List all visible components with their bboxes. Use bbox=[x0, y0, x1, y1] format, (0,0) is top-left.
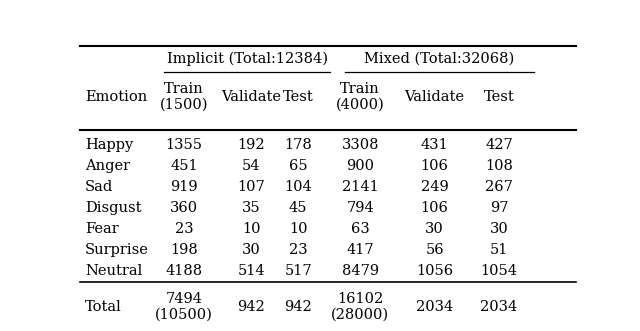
Text: Surprise: Surprise bbox=[85, 243, 149, 257]
Text: 35: 35 bbox=[242, 201, 260, 215]
Text: 942: 942 bbox=[237, 300, 265, 313]
Text: 45: 45 bbox=[289, 201, 307, 215]
Text: Disgust: Disgust bbox=[85, 201, 141, 215]
Text: 2141: 2141 bbox=[342, 180, 379, 194]
Text: 514: 514 bbox=[237, 264, 265, 278]
Text: 900: 900 bbox=[346, 160, 374, 173]
Text: Test: Test bbox=[484, 90, 515, 104]
Text: 108: 108 bbox=[485, 160, 513, 173]
Text: 30: 30 bbox=[490, 222, 509, 236]
Text: 7494
(10500): 7494 (10500) bbox=[156, 292, 213, 321]
Text: Train
(1500): Train (1500) bbox=[160, 82, 209, 112]
Text: 2034: 2034 bbox=[416, 300, 453, 313]
Text: Anger: Anger bbox=[85, 160, 130, 173]
Text: Emotion: Emotion bbox=[85, 90, 147, 104]
Text: 10: 10 bbox=[289, 222, 307, 236]
Text: 4188: 4188 bbox=[166, 264, 203, 278]
Text: 56: 56 bbox=[426, 243, 444, 257]
Text: 65: 65 bbox=[289, 160, 308, 173]
Text: 104: 104 bbox=[284, 180, 312, 194]
Text: Mixed (Total:32068): Mixed (Total:32068) bbox=[364, 52, 515, 66]
Text: 1355: 1355 bbox=[166, 138, 203, 153]
Text: Total: Total bbox=[85, 300, 122, 313]
Text: 417: 417 bbox=[346, 243, 374, 257]
Text: 517: 517 bbox=[284, 264, 312, 278]
Text: 942: 942 bbox=[284, 300, 312, 313]
Text: Train
(4000): Train (4000) bbox=[336, 82, 385, 112]
Text: 198: 198 bbox=[170, 243, 198, 257]
Text: Test: Test bbox=[283, 90, 314, 104]
Text: 794: 794 bbox=[346, 201, 374, 215]
Text: Sad: Sad bbox=[85, 180, 113, 194]
Text: 30: 30 bbox=[425, 222, 444, 236]
Text: 919: 919 bbox=[170, 180, 198, 194]
Text: 427: 427 bbox=[485, 138, 513, 153]
Text: Happy: Happy bbox=[85, 138, 133, 153]
Text: 23: 23 bbox=[175, 222, 193, 236]
Text: 54: 54 bbox=[242, 160, 260, 173]
Text: 192: 192 bbox=[237, 138, 265, 153]
Text: 1054: 1054 bbox=[481, 264, 518, 278]
Text: 16102
(28000): 16102 (28000) bbox=[331, 292, 389, 321]
Text: 249: 249 bbox=[420, 180, 449, 194]
Text: Implicit (Total:12384): Implicit (Total:12384) bbox=[167, 52, 328, 66]
Text: 97: 97 bbox=[490, 201, 508, 215]
Text: 1056: 1056 bbox=[416, 264, 453, 278]
Text: 178: 178 bbox=[284, 138, 312, 153]
Text: 8479: 8479 bbox=[342, 264, 379, 278]
Text: Validate: Validate bbox=[221, 90, 281, 104]
Text: Validate: Validate bbox=[404, 90, 465, 104]
Text: 106: 106 bbox=[420, 201, 449, 215]
Text: 63: 63 bbox=[351, 222, 370, 236]
Text: 360: 360 bbox=[170, 201, 198, 215]
Text: 51: 51 bbox=[490, 243, 508, 257]
Text: 451: 451 bbox=[170, 160, 198, 173]
Text: 267: 267 bbox=[485, 180, 513, 194]
Text: Fear: Fear bbox=[85, 222, 118, 236]
Text: 106: 106 bbox=[420, 160, 449, 173]
Text: 30: 30 bbox=[242, 243, 260, 257]
Text: 431: 431 bbox=[420, 138, 449, 153]
Text: 10: 10 bbox=[242, 222, 260, 236]
Text: 23: 23 bbox=[289, 243, 308, 257]
Text: 2034: 2034 bbox=[481, 300, 518, 313]
Text: Neutral: Neutral bbox=[85, 264, 142, 278]
Text: 107: 107 bbox=[237, 180, 265, 194]
Text: 3308: 3308 bbox=[342, 138, 379, 153]
